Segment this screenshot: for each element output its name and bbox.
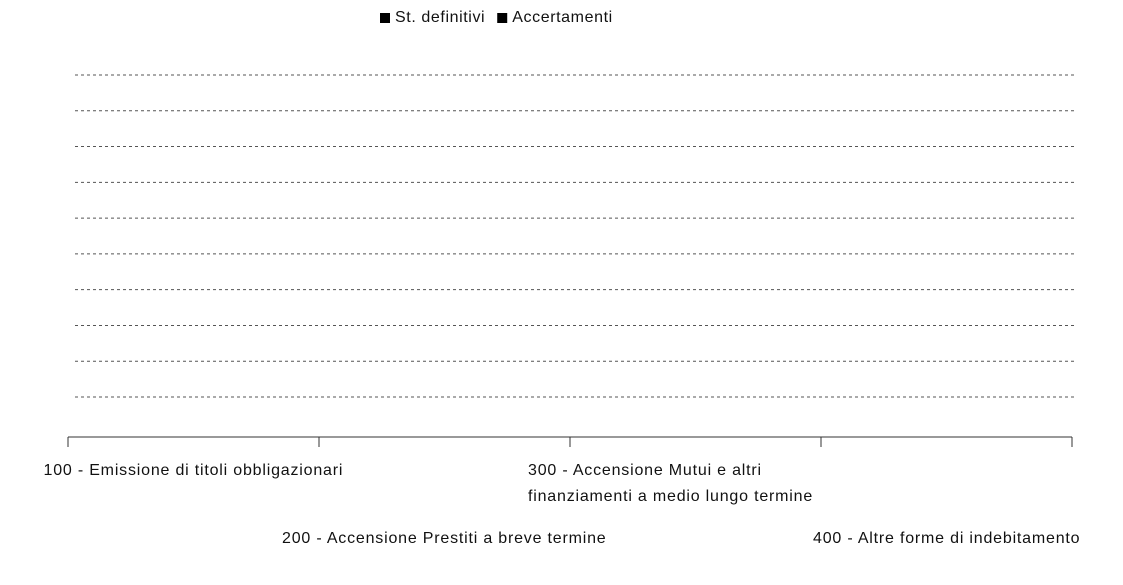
x-tick-label: 300 - Accensione Mutui e altri finanziam…	[528, 462, 814, 505]
legend-swatch	[380, 13, 390, 23]
legend-swatch	[497, 13, 508, 23]
x-tick-label: 400 - Altre forme di indebitamento	[813, 530, 1081, 547]
x-tick-label: 200 - Accensione Prestiti a breve termin…	[282, 530, 607, 547]
x-tick-label: 100 - Emissione di titoli obbligazionari	[43, 462, 344, 479]
legend-label: St. definitivi	[395, 9, 485, 26]
legend-label: Accertamenti	[512, 9, 613, 26]
